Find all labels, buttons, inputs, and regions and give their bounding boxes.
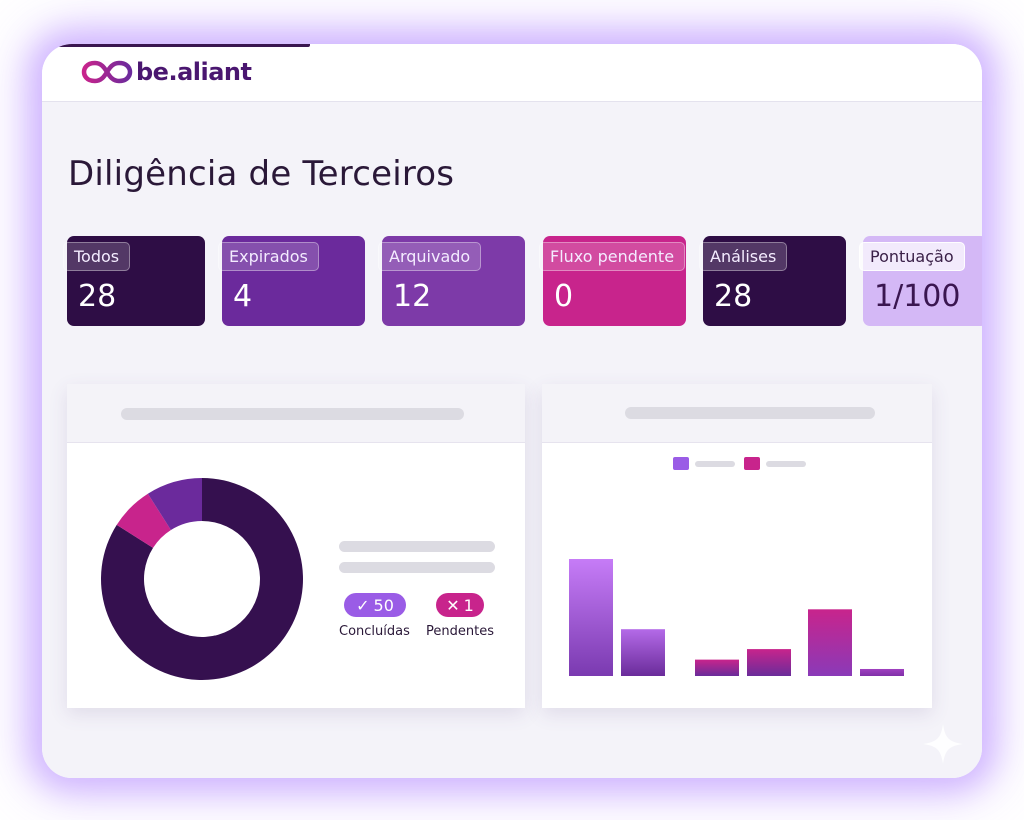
pending-caption: Pendentes [426,624,494,639]
top-bar: be.aliant [42,44,982,102]
check-icon: ✓ [356,595,370,615]
donut-chart [100,478,303,680]
infinity-logo-icon [81,60,133,84]
stat-value: 28 [78,279,117,314]
legend-swatch-2 [744,457,760,470]
legend-label-placeholder-1 [695,461,735,467]
donut-slice-1 [116,493,171,548]
donut-panel-header [67,384,525,443]
bar-chart [569,559,904,676]
text-placeholder-1 [339,541,495,552]
stat-label: Análises [699,242,788,271]
stat-card-1[interactable]: Expirados 4 [218,236,365,326]
stat-value: 1/100 [874,279,961,314]
page-title: Diligência de Terceiros [68,154,455,194]
bar-5 [860,668,904,676]
donut-slice-0 [100,478,303,680]
stat-label: Pontuação [859,242,965,271]
stat-value: 0 [554,279,574,314]
top-bar-accent [52,44,310,47]
stat-label: Todos [63,242,131,271]
stat-label: Fluxo pendente [539,242,686,271]
app-window: be.aliant Diligência de Terceiros Todos 2… [42,44,982,778]
bar-4 [808,609,852,676]
bar-2 [695,659,739,676]
legend-swatch-1 [673,457,689,470]
bar-chart-panel [542,384,932,708]
stat-value: 12 [393,279,432,314]
donut-panel: ✓ 50 Concluídas ✕ 1 Pendentes [67,384,525,708]
panel-title-placeholder [625,407,875,419]
stat-label: Arquivado [378,242,482,271]
bar-1 [621,629,665,676]
bar-0 [569,559,613,676]
brand-logo[interactable]: be.aliant [80,57,252,87]
stat-value: 28 [714,279,753,314]
x-icon: ✕ [446,595,460,615]
sparkle-icon [923,724,963,764]
stat-card-5[interactable]: Pontuação 1/100 [859,236,982,326]
completed-badge[interactable]: ✓ 50 [344,593,406,617]
stat-value: 4 [233,279,253,314]
bar-3 [747,649,791,676]
stat-label: Expirados [218,242,319,271]
brand-name: be.aliant [136,58,252,86]
stat-card-3[interactable]: Fluxo pendente 0 [539,236,686,326]
text-placeholder-2 [339,562,495,573]
bar-panel-header [542,384,932,443]
legend-label-placeholder-2 [766,461,806,467]
pending-badge[interactable]: ✕ 1 [436,593,484,617]
completed-caption: Concluídas [339,624,410,639]
stat-card-0[interactable]: Todos 28 [63,236,205,326]
panel-title-placeholder [121,408,464,420]
completed-count: 50 [373,595,394,615]
donut-slice-2 [147,478,202,531]
stat-card-2[interactable]: Arquivado 12 [378,236,525,326]
stat-card-4[interactable]: Análises 28 [699,236,846,326]
pending-count: 1 [463,595,474,615]
